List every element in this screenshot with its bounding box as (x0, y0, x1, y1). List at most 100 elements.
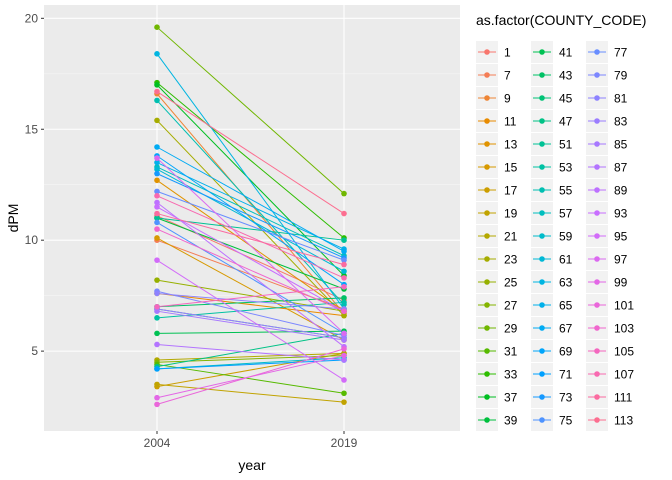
y-axis: 5 10 15 20 (25, 11, 44, 358)
legend-label-19: 19 (504, 207, 518, 221)
data-point-107 (154, 193, 160, 199)
data-point-55 (341, 301, 347, 308)
y-tick-label: 20 (25, 11, 39, 25)
legend-key-point (594, 118, 600, 124)
legend-key-point (539, 49, 545, 55)
series-line-21 (156, 352, 345, 361)
data-point-107 (341, 275, 347, 281)
legend-label-45: 45 (559, 92, 573, 106)
data-point-103 (341, 308, 347, 314)
data-point-99 (154, 394, 160, 401)
legend-key-point (594, 233, 600, 239)
y-tick-label: 10 (25, 233, 39, 247)
series-line-79 (156, 290, 345, 337)
legend-label-15: 15 (504, 161, 518, 175)
data-point-37 (154, 82, 160, 88)
legend-key-point (484, 118, 490, 124)
series-line-95 (156, 259, 345, 381)
x-axis: 2004 2019 (144, 431, 358, 450)
series-line-77 (156, 190, 345, 261)
data-point-87 (154, 341, 160, 348)
series-line-19 (156, 383, 345, 403)
series-line-29 (156, 26, 345, 194)
legend-key-point (484, 233, 490, 239)
legend-label-93: 93 (614, 207, 628, 221)
legend-key-point (594, 210, 600, 216)
data-point-65 (154, 159, 160, 166)
legend-keys: 1791113151719212325272931333739414345475… (476, 41, 634, 431)
data-point-19 (341, 399, 347, 405)
legend-label-71: 71 (559, 368, 573, 382)
data-point-71 (154, 366, 160, 372)
legend-key-point (484, 141, 490, 147)
series-line-63 (156, 53, 345, 310)
data-point-61 (154, 166, 160, 172)
legend-key-point (539, 233, 545, 239)
data-point-101 (154, 401, 160, 408)
data-point-111 (154, 210, 160, 217)
series-line-33 (156, 82, 345, 239)
legend-key-point (484, 279, 490, 285)
legend: as.factor(COUNTY_CODE) 17911131517192123… (476, 12, 646, 431)
data-point-103 (154, 226, 160, 232)
series-line-81 (156, 292, 345, 310)
data-point-113 (341, 210, 347, 217)
legend-key-point (539, 371, 545, 377)
series-line-75 (156, 222, 345, 334)
legend-key-point (594, 256, 600, 262)
series-line-47 (156, 332, 345, 368)
series-line-83 (156, 308, 345, 339)
legend-key-point (594, 302, 600, 308)
legend-key-point (539, 118, 545, 124)
x-tick-label: 2019 (331, 436, 358, 450)
x-axis-label: year (238, 457, 266, 473)
data-point-41 (154, 330, 160, 337)
data-point-63 (154, 51, 160, 57)
data-point-15 (154, 235, 160, 241)
legend-label-83: 83 (614, 115, 628, 129)
series-line-71 (156, 359, 345, 370)
legend-key-point (594, 164, 600, 170)
data-point-77 (154, 188, 160, 195)
data-point-25 (154, 277, 160, 283)
legend-key-point (539, 325, 545, 331)
legend-key-point (594, 95, 600, 101)
legend-label-43: 43 (559, 69, 573, 83)
legend-key-point (539, 394, 545, 400)
legend-key-point (539, 187, 545, 193)
data-point-73 (154, 170, 160, 177)
legend-label-89: 89 (614, 184, 628, 198)
legend-label-69: 69 (559, 345, 573, 359)
legend-key-point (594, 348, 600, 354)
legend-key-point (539, 279, 545, 285)
series-line-11 (156, 292, 345, 317)
series-points (154, 24, 347, 408)
legend-label-107: 107 (614, 368, 634, 382)
legend-key-point (484, 164, 490, 170)
data-point-93 (154, 204, 160, 210)
legend-key-point (594, 394, 600, 400)
series-line-107 (156, 195, 345, 279)
legend-label-73: 73 (559, 391, 573, 405)
legend-label-51: 51 (559, 138, 573, 152)
data-point-67 (154, 144, 160, 150)
x-tick-label: 2004 (144, 436, 171, 450)
y-axis-label: dPM (5, 204, 21, 233)
legend-key-point (539, 210, 545, 216)
series-line-113 (156, 91, 345, 214)
data-point-85 (341, 337, 347, 343)
series-line-105 (156, 286, 345, 308)
legend-label-75: 75 (559, 414, 573, 428)
legend-key-point (539, 72, 545, 78)
data-point-75 (154, 219, 160, 226)
legend-key-point (484, 49, 490, 55)
data-point-95 (341, 377, 347, 383)
data-point-105 (341, 283, 347, 290)
legend-label-65: 65 (559, 299, 573, 313)
legend-label-25: 25 (504, 276, 518, 290)
legend-key-point (539, 348, 545, 354)
series-line-97 (156, 157, 345, 334)
series-line-17 (156, 352, 345, 388)
data-point-23 (154, 117, 160, 124)
data-point-101 (341, 346, 347, 352)
